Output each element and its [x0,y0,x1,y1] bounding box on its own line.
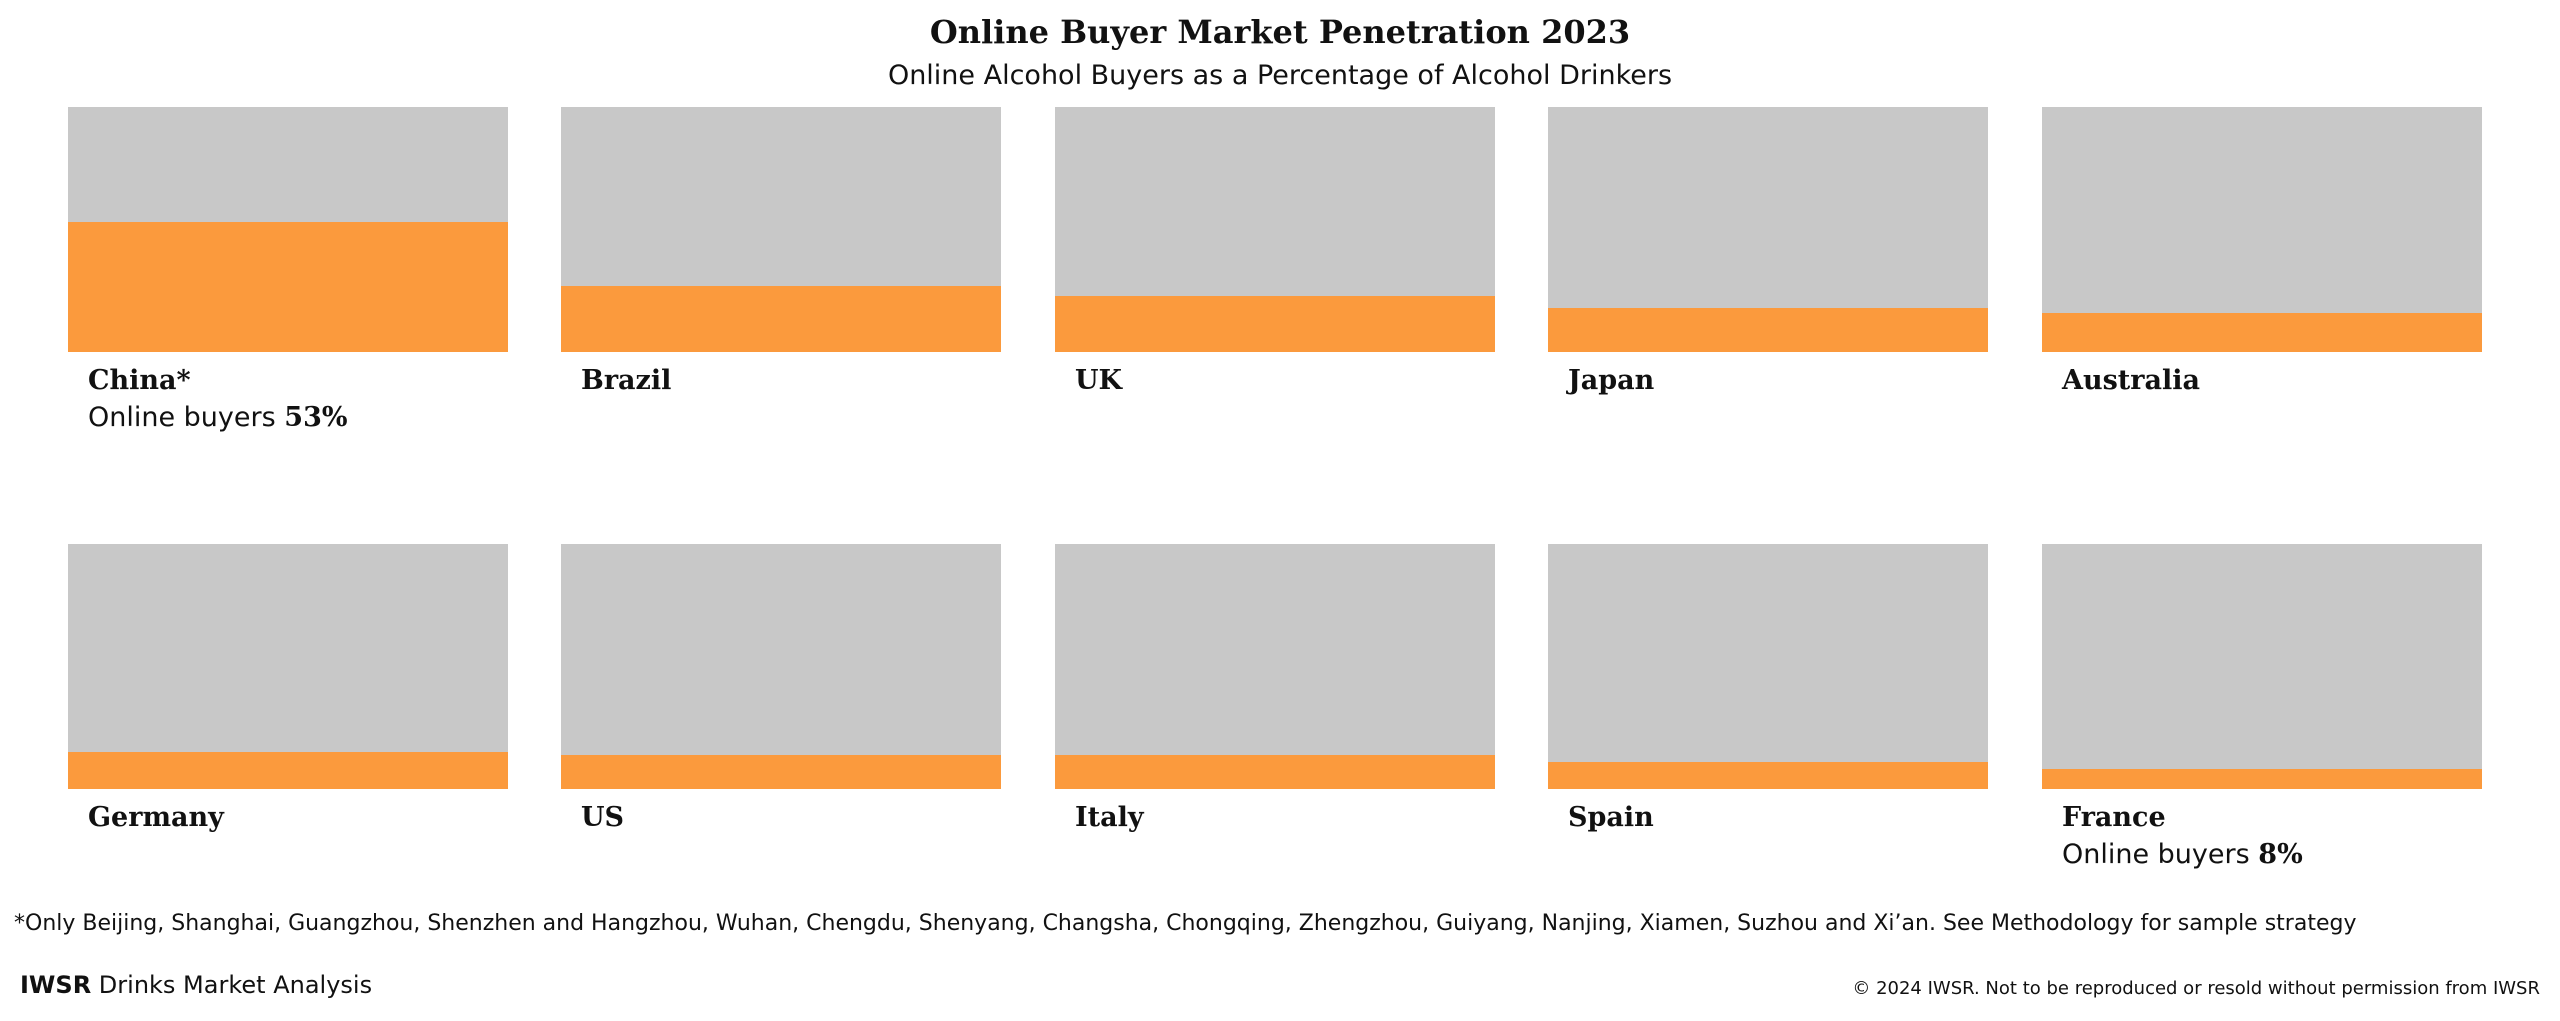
country-panel: Germany [68,544,508,884]
country-panel: France Online buyers 8% [2042,544,2482,884]
bar-fill [2042,312,2482,352]
brand-tagline: Drinks Market Analysis [91,971,373,999]
country-label: Spain [1568,802,1654,833]
footnote: *Only Beijing, Shanghai, Guangzhou, Shen… [14,911,2357,936]
value-percent: 8% [2258,839,2303,870]
country-label: Germany [88,802,224,833]
brand-name: IWSR [20,971,92,999]
country-label: Japan [1568,365,1655,396]
bar-fill [1548,762,1988,789]
chart-subtitle: Online Alcohol Buyers as a Percentage of… [887,60,1673,91]
country-panel: Italy [1055,544,1495,884]
country-label: UK [1075,365,1123,396]
bar-fill [1055,754,1495,789]
bar-background [2042,544,2482,789]
bar-background [1548,107,1988,352]
bar-fill [1055,295,1495,352]
country-panel: Japan [1548,107,1988,447]
brand: IWSR Drinks Market Analysis [20,968,372,1002]
bar-fill [561,754,1001,789]
country-panel: Spain [1548,544,1988,884]
copyright: © 2024 IWSR. Not to be reproduced or res… [1852,978,2540,999]
bar-background [1548,544,1988,789]
chart-title: Online Buyer Market Penetration 2023 [929,13,1631,51]
bar-background [561,107,1001,352]
bar-background [68,107,508,352]
value-label: Online buyers 53% [88,399,348,437]
country-label: Italy [1075,802,1144,833]
bar-fill [2042,769,2482,789]
bar-fill [68,752,508,789]
country-label: Australia [2062,365,2200,396]
bar-background [1055,544,1495,789]
bar-background [68,544,508,789]
value-prefix: Online buyers [2062,839,2250,870]
country-label: US [581,802,625,833]
country-panel: Australia [2042,107,2482,447]
bar-fill [68,222,508,352]
bar-background [561,544,1001,789]
country-label: China* [88,365,191,396]
value-label: Online buyers 8% [2062,836,2303,874]
value-percent: 53% [284,402,348,433]
bar-fill [1548,307,1988,352]
country-panel: Brazil [561,107,1001,447]
country-panel: UK [1055,107,1495,447]
country-label: Brazil [581,365,672,396]
country-panel: US [561,544,1001,884]
bar-fill [561,285,1001,352]
value-prefix: Online buyers [88,402,276,433]
country-label: France [2062,802,2166,833]
country-panel: China* Online buyers 53% [68,107,508,447]
bar-background [1055,107,1495,352]
bar-background [2042,107,2482,352]
